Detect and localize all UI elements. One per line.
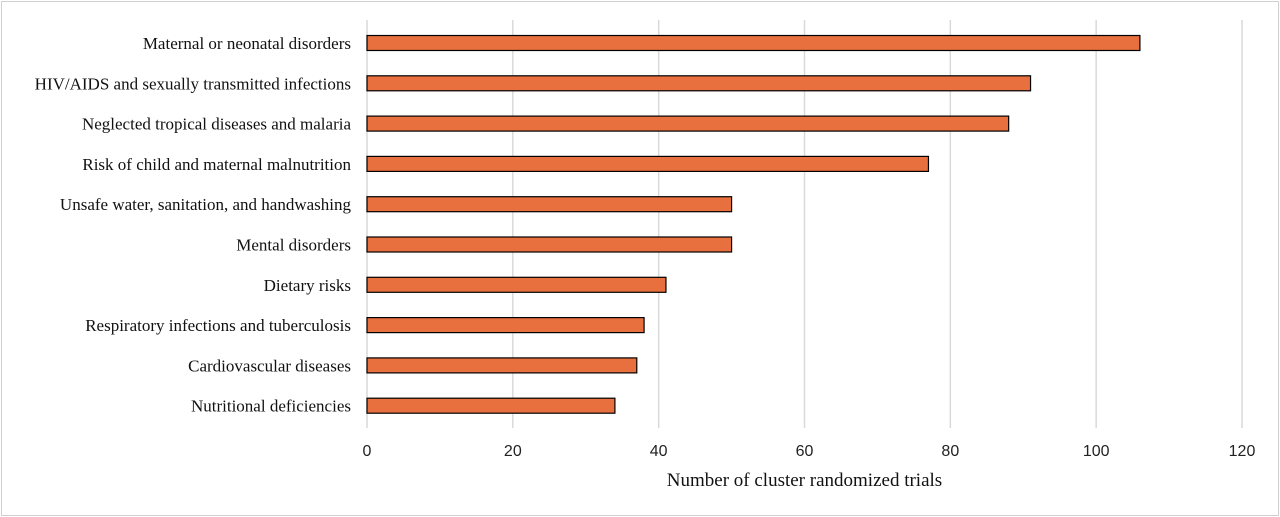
category-label: Dietary risks (264, 276, 351, 295)
bar (366, 34, 1141, 52)
bar (366, 397, 616, 414)
x-tick-label: 100 (1083, 443, 1110, 460)
x-tick-label: 60 (796, 443, 814, 460)
bar (366, 357, 638, 374)
x-tick-labels: 0 20 40 60 80 100 120 (363, 443, 1256, 460)
bars (366, 34, 1141, 414)
category-label: Mental disorders (236, 236, 351, 255)
category-label: Cardiovascular diseases (188, 356, 351, 375)
x-tick-label: 80 (941, 443, 959, 460)
bar (366, 276, 667, 293)
x-tick-label: 120 (1229, 443, 1256, 460)
bar (366, 317, 645, 334)
category-label: Nutritional deficiencies (191, 397, 351, 416)
x-tick-label: 20 (504, 443, 522, 460)
x-tick-label: 0 (363, 443, 372, 460)
category-label: Respiratory infections and tuberculosis (85, 316, 351, 335)
category-label: Maternal or neonatal disorders (143, 34, 351, 53)
category-label: Risk of child and maternal malnutrition (82, 155, 351, 174)
bar (366, 196, 733, 213)
bar (366, 75, 1032, 92)
x-axis-title: Number of cluster randomized trials (667, 470, 942, 491)
x-tick-label: 40 (650, 443, 668, 460)
bar (366, 236, 733, 253)
category-labels: Maternal or neonatal disorders HIV/AIDS a… (35, 34, 352, 416)
category-label: HIV/AIDS and sexually transmitted infect… (35, 74, 351, 93)
category-label: Neglected tropical diseases and malaria (82, 115, 351, 134)
bar (366, 115, 1010, 132)
category-label: Unsafe water, sanitation, and handwashin… (60, 195, 352, 214)
bar (366, 155, 930, 172)
